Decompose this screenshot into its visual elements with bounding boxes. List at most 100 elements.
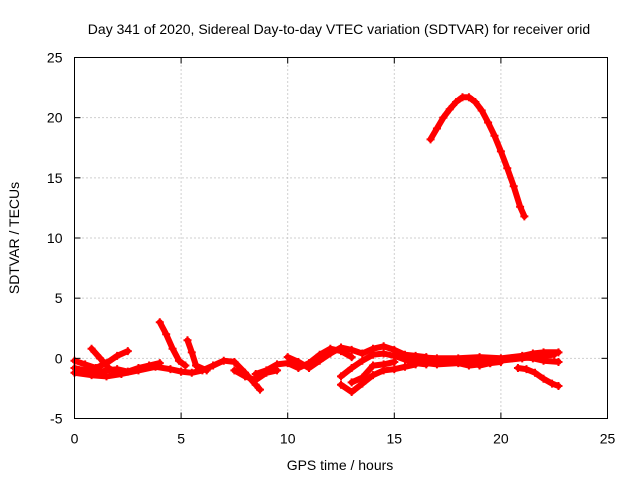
x-tick-label: 15 — [387, 431, 403, 447]
data-point — [155, 318, 164, 327]
series-arc-13 — [347, 357, 399, 387]
series-arc-7 — [177, 356, 264, 394]
data-point — [219, 356, 228, 365]
data-point — [496, 147, 505, 156]
data-point — [347, 388, 356, 397]
x-tick-label: 10 — [280, 431, 296, 447]
data-point — [151, 362, 160, 371]
data-point — [187, 368, 196, 377]
data-point — [516, 202, 525, 211]
data-point — [192, 361, 201, 370]
x-tick-label: 5 — [177, 431, 185, 447]
data-point — [528, 354, 537, 363]
data-point — [347, 363, 356, 372]
data-point — [475, 361, 484, 370]
data-point — [471, 98, 480, 107]
data-point — [477, 106, 486, 115]
data-point — [539, 356, 548, 365]
data-point — [96, 354, 105, 363]
y-axis-label: SDTVAR / TECUs — [6, 182, 22, 294]
data-point — [379, 349, 388, 358]
series-trace — [156, 319, 189, 369]
data-points — [70, 93, 563, 397]
data-point — [445, 105, 454, 114]
data-point — [390, 365, 399, 374]
data-point — [368, 361, 377, 370]
x-axis-label: GPS time / hours — [287, 457, 394, 473]
data-point — [162, 330, 171, 339]
data-point — [426, 135, 435, 144]
data-point — [464, 361, 473, 370]
data-point — [390, 350, 399, 359]
data-point — [87, 371, 96, 380]
data-point — [439, 113, 448, 122]
data-point — [513, 363, 522, 372]
data-point — [251, 369, 260, 378]
data-point — [166, 365, 175, 374]
data-point — [273, 360, 282, 369]
data-point — [168, 344, 177, 353]
data-point — [347, 378, 356, 387]
chart-title: Day 341 of 2020, Sidereal Day-to-day VTE… — [88, 21, 590, 37]
data-point — [209, 361, 218, 370]
data-point — [490, 131, 499, 140]
data-point — [400, 362, 409, 371]
data-point — [177, 367, 186, 376]
data-point — [368, 350, 377, 359]
data-point — [183, 336, 192, 345]
data-point — [509, 182, 518, 191]
data-point — [432, 354, 441, 363]
data-point — [379, 360, 388, 369]
series-arc-4 — [87, 344, 122, 377]
data-point — [484, 118, 493, 127]
data-point — [432, 124, 441, 133]
data-point — [294, 357, 303, 366]
data-point — [539, 348, 548, 357]
data-point — [531, 368, 540, 377]
data-point — [452, 98, 461, 107]
series-arc-19 — [426, 93, 529, 221]
data-point — [379, 342, 388, 351]
data-point — [174, 356, 183, 365]
data-point — [198, 366, 207, 375]
data-point — [326, 349, 335, 358]
y-tick-label: 10 — [47, 230, 63, 246]
data-point — [104, 363, 113, 372]
data-point — [81, 360, 90, 369]
data-point — [411, 353, 420, 362]
series-arc-18 — [513, 363, 563, 391]
data-point — [368, 371, 377, 380]
series-trace — [88, 345, 121, 376]
data-point — [486, 359, 495, 368]
data-point — [358, 373, 367, 382]
data-point — [91, 363, 100, 372]
data-point — [522, 365, 531, 374]
data-point — [337, 343, 345, 352]
data-point — [337, 372, 345, 381]
data-point — [554, 348, 563, 357]
y-tick-label: 20 — [47, 110, 63, 126]
data-point — [358, 356, 367, 365]
data-point — [347, 353, 356, 362]
data-point — [520, 212, 529, 221]
data-point — [230, 366, 239, 375]
data-point — [507, 354, 516, 363]
y-tick-label: 15 — [47, 170, 63, 186]
data-point — [539, 374, 548, 383]
x-tick-label: 0 — [71, 431, 79, 447]
data-point — [358, 349, 367, 358]
data-point — [518, 353, 527, 362]
y-tick-label: -5 — [50, 411, 63, 427]
data-point — [496, 355, 505, 364]
y-tick-label: 5 — [55, 290, 63, 306]
series-arc-5 — [155, 318, 190, 370]
series-trace — [427, 94, 528, 220]
series-arc-17 — [475, 353, 563, 370]
data-point — [305, 363, 314, 372]
x-tick-label: 20 — [493, 431, 509, 447]
axis-ticks: 0 5 10 15 20 25 -5 0 5 10 15 20 25 — [47, 50, 616, 447]
data-point — [554, 382, 563, 391]
data-point — [113, 351, 122, 360]
data-point — [262, 366, 271, 375]
